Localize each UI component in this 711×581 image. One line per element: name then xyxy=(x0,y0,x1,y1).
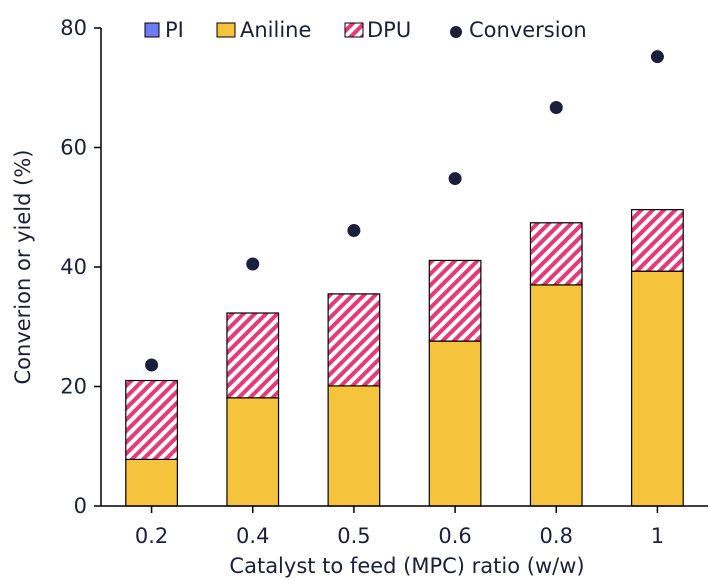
point-conversion-1 xyxy=(650,50,664,64)
point-conversion-0.4 xyxy=(246,257,260,271)
bar-dpu-0.2 xyxy=(125,379,178,460)
y-axis-title: Converion or yield (%) xyxy=(11,150,35,385)
bar-dpu-0.5 xyxy=(327,293,381,387)
point-conversion-0.2 xyxy=(145,358,159,372)
x-tick-label: 0.2 xyxy=(135,524,168,548)
y-tick-label: 40 xyxy=(60,255,87,279)
point-conversion-0.5 xyxy=(347,224,361,238)
legend-marker-conversion xyxy=(450,26,462,38)
conversion-points-layer xyxy=(145,50,664,372)
y-tick-label: 80 xyxy=(60,16,87,40)
legend: PI Aniline DPU Conversion xyxy=(144,18,587,42)
y-tick-label: 20 xyxy=(60,375,87,399)
x-tick-label: 0.5 xyxy=(337,524,370,548)
bar-dpu-0.8 xyxy=(529,222,583,286)
bar-dpu-0.6 xyxy=(428,259,482,342)
legend-swatch-aniline xyxy=(216,22,236,38)
legend-label-pi: PI xyxy=(165,18,184,42)
legend-swatch-dpu xyxy=(344,22,364,38)
legend-label-aniline: Aniline xyxy=(240,18,311,42)
legend-label-conversion: Conversion xyxy=(469,18,587,42)
point-conversion-0.8 xyxy=(549,100,563,114)
bar-aniline-0.8 xyxy=(529,284,583,507)
bar-aniline-1 xyxy=(631,270,684,507)
y-ticks: 0 20 40 60 80 xyxy=(60,16,101,518)
y-tick-label: 0 xyxy=(74,494,87,518)
legend-swatch-pi xyxy=(144,22,160,38)
point-conversion-0.6 xyxy=(448,172,462,186)
bar-aniline-0.4 xyxy=(226,397,280,507)
x-tick-label: 1 xyxy=(651,524,664,548)
bars-layer xyxy=(125,209,684,507)
y-tick-label: 60 xyxy=(60,136,87,160)
bar-dpu-0.4 xyxy=(226,312,280,399)
bar-dpu-1 xyxy=(631,209,684,272)
x-ticks: 0.2 0.4 0.5 0.6 0.8 1 xyxy=(135,506,664,548)
bar-aniline-0.6 xyxy=(428,340,482,507)
x-axis-title: Catalyst to feed (MPC) ratio (w/w) xyxy=(229,554,584,578)
legend-label-dpu: DPU xyxy=(367,18,411,42)
x-tick-label: 0.8 xyxy=(540,524,573,548)
x-tick-label: 0.6 xyxy=(438,524,471,548)
bar-aniline-0.5 xyxy=(327,385,381,507)
x-tick-label: 0.4 xyxy=(236,524,269,548)
bar-aniline-0.2 xyxy=(125,458,178,507)
